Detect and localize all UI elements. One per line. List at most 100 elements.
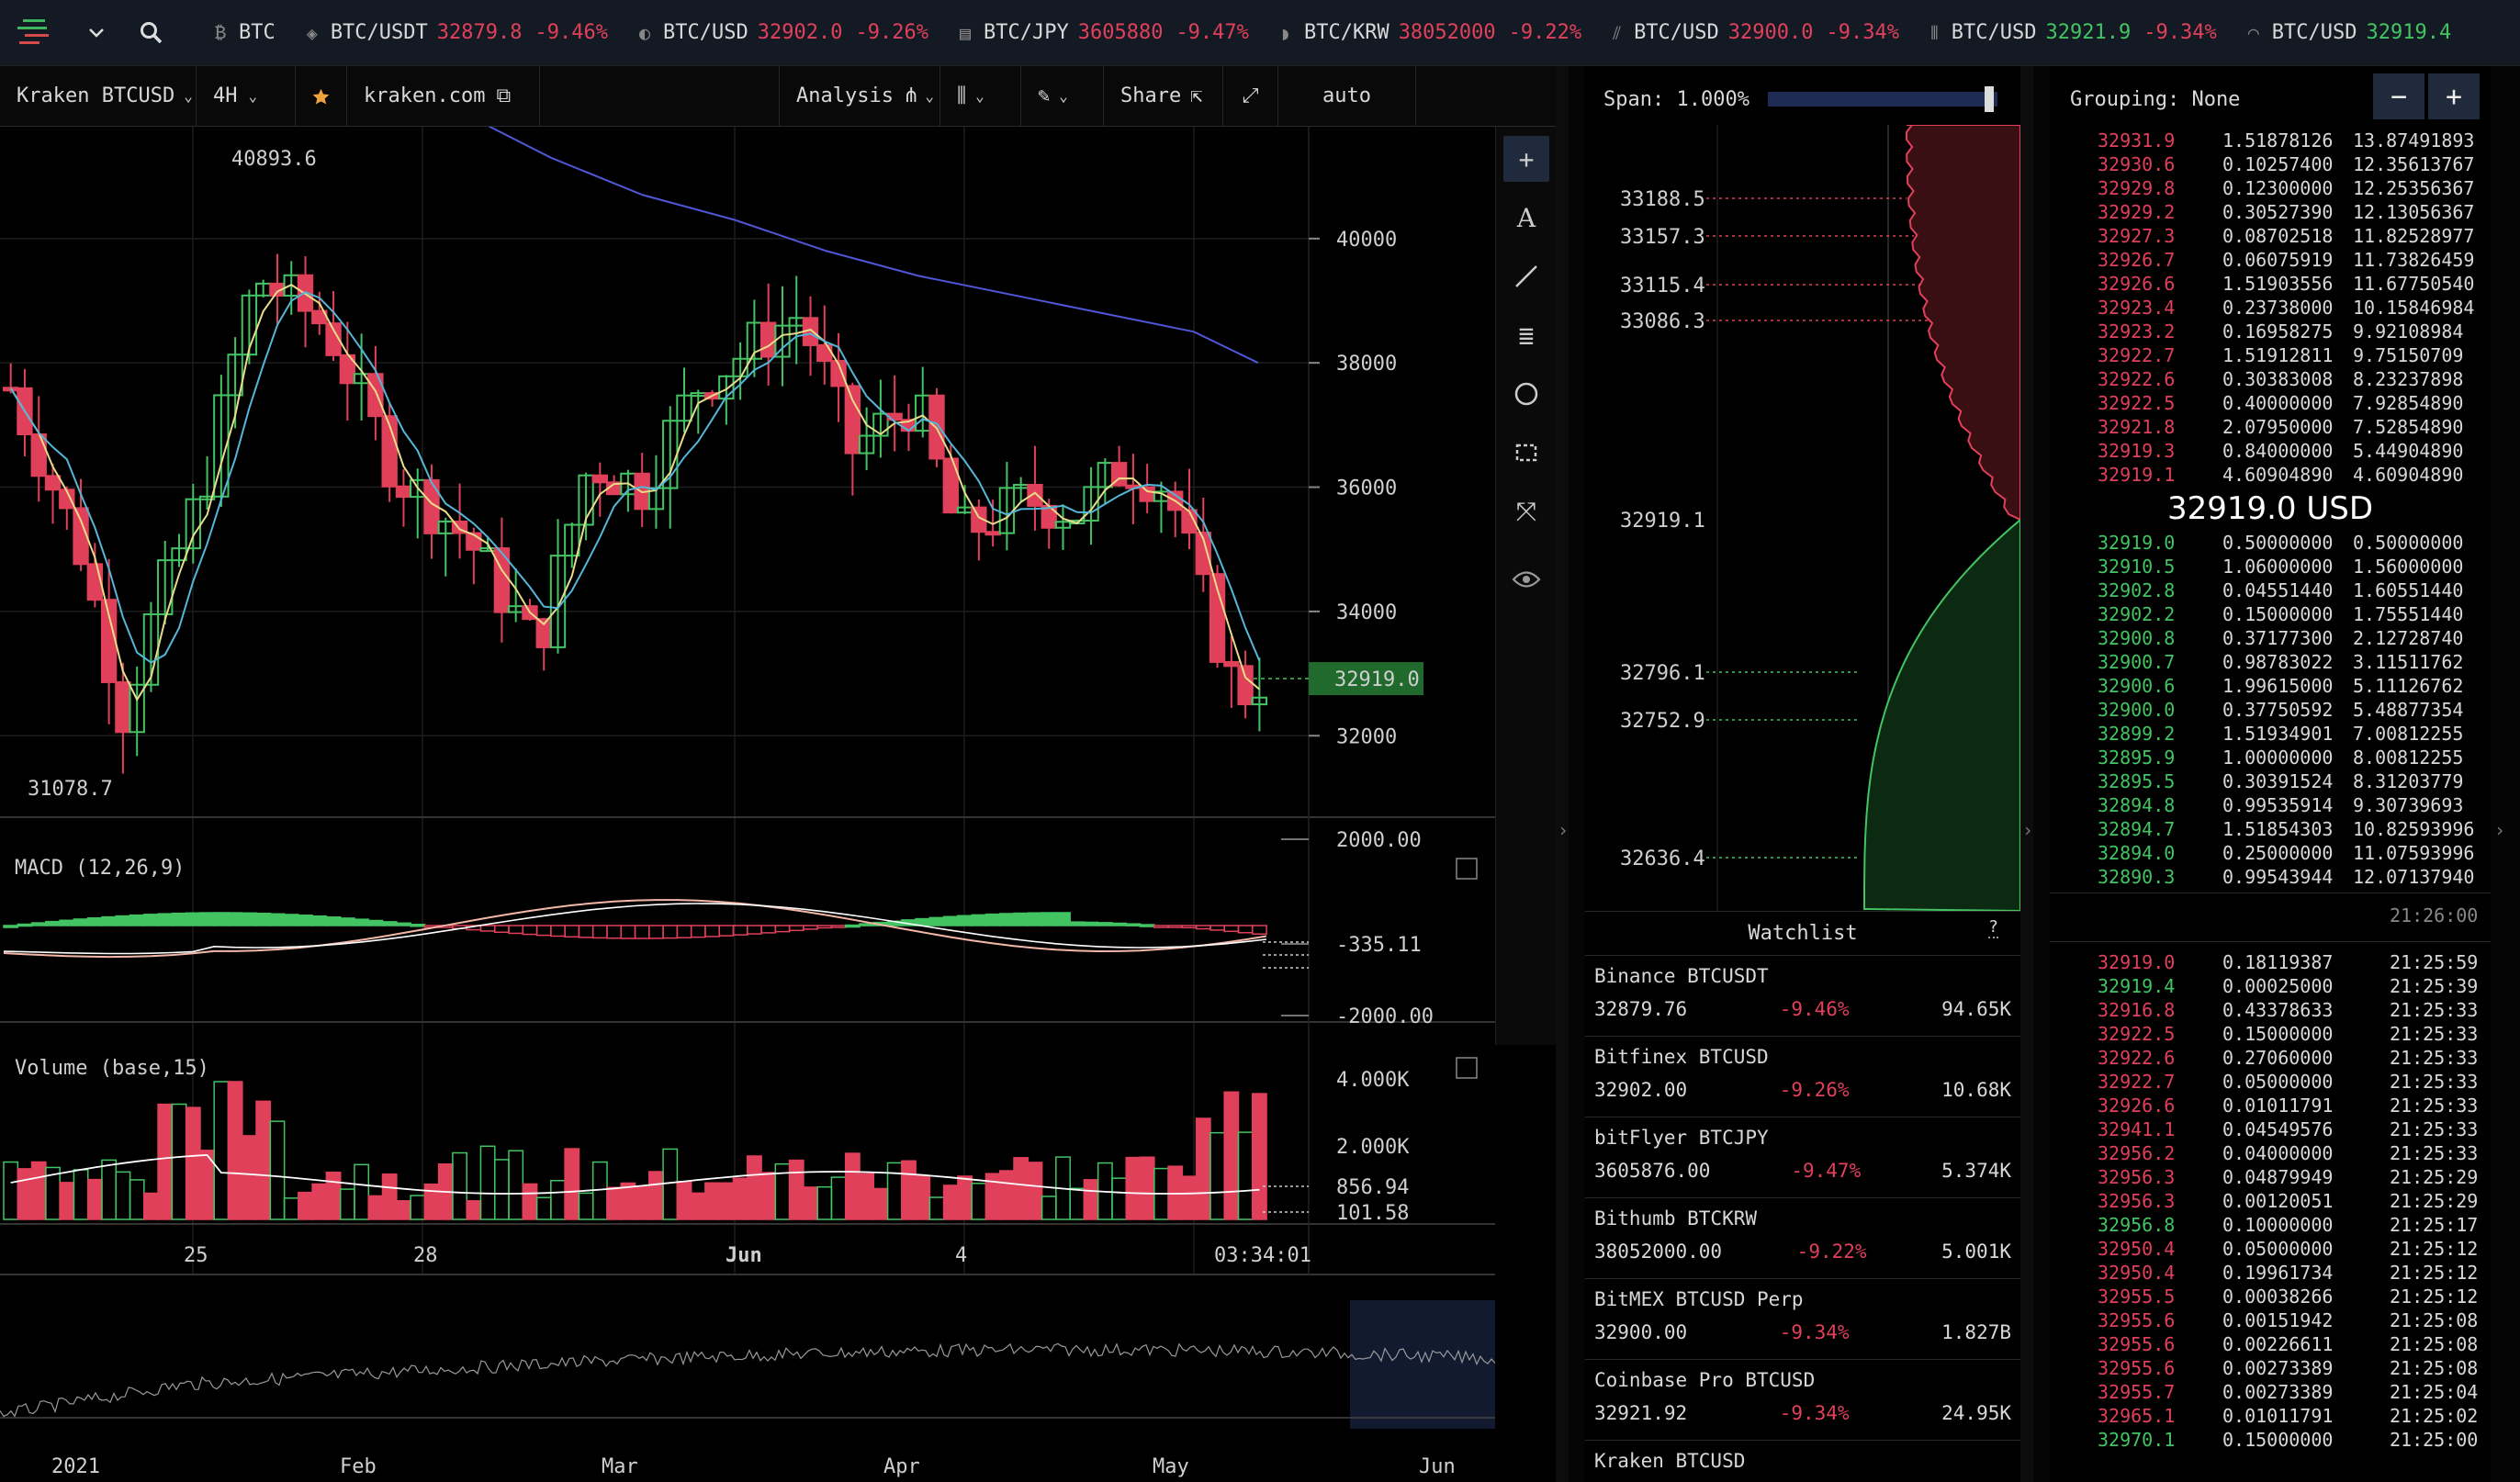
ask-row[interactable]: 32922.6 0.30383008 8.23237898: [2050, 367, 2491, 391]
bid-row[interactable]: 32902.2 0.15000000 1.75551440: [2050, 602, 2491, 626]
ask-row[interactable]: 32921.8 2.07950000 7.52854890: [2050, 415, 2491, 439]
visibility-eye-icon[interactable]: [1503, 556, 1549, 602]
chevron-right-icon[interactable]: ›: [1558, 819, 1569, 841]
crosshair-tool-icon[interactable]: +: [1503, 136, 1549, 182]
macd-bar: [1069, 921, 1086, 926]
ticker-item[interactable]: ⫽ BTC/USD 32900.0 -9.34%: [1613, 21, 1899, 45]
panel-splitter[interactable]: ›: [2491, 66, 2520, 1482]
ask-row[interactable]: 32922.7 1.51912811 9.75150709: [2050, 343, 2491, 367]
text-tool-icon[interactable]: A: [1516, 202, 1536, 233]
watchlist-item[interactable]: Bithumb BTCKRW 38052000.00 -9.22% 5.001K: [1585, 1198, 2020, 1279]
bid-row[interactable]: 32894.8 0.99535914 9.30739693: [2050, 793, 2491, 817]
bid-row[interactable]: 32900.0 0.37750592 5.48877354: [2050, 698, 2491, 722]
group-decrease-button[interactable]: −: [2373, 73, 2424, 119]
chevron-right-icon[interactable]: ›: [2022, 819, 2034, 841]
analysis-menu[interactable]: Analysis ⋔ ⌄: [779, 65, 940, 127]
ask-row[interactable]: 32923.4 0.23738000 10.15846984: [2050, 296, 2491, 320]
ask-row[interactable]: 32926.7 0.06075919 11.73826459: [2050, 248, 2491, 272]
candle-body: [227, 354, 243, 397]
watchlist-values: 32900.00 -9.34% 1.827B: [1594, 1321, 2011, 1343]
ask-row[interactable]: 32927.3 0.08702518 11.82528977: [2050, 224, 2491, 248]
chevron-down-icon[interactable]: [73, 28, 119, 39]
panel-splitter[interactable]: ›: [1556, 66, 1569, 1482]
measure-tool-icon[interactable]: ⤧: [1515, 496, 1537, 526]
span-slider-handle[interactable]: [1984, 86, 1994, 112]
ask-row[interactable]: 32923.2 0.16958275 9.92108984: [2050, 320, 2491, 343]
watchlist-item[interactable]: bitFlyer BTCJPY 3605876.00 -9.47% 5.374K: [1585, 1117, 2020, 1198]
bid-row[interactable]: 32902.8 0.04551440 1.60551440: [2050, 578, 2491, 602]
bid-row[interactable]: 32900.8 0.37177300 2.12728740: [2050, 626, 2491, 650]
bid-row[interactable]: 32894.0 0.25000000 11.07593996: [2050, 841, 2491, 865]
group-increase-button[interactable]: +: [2428, 73, 2480, 119]
chart-area[interactable]: 40000 38000 36000 34000 32000 32919.0 40893.6 3…: [0, 127, 1495, 1482]
panel-splitter[interactable]: ›: [2020, 66, 2033, 1482]
ticker-item[interactable]: ◠ BTC/USD 32919.4: [2248, 21, 2451, 45]
bid-row[interactable]: 32895.9 1.00000000 8.00812255: [2050, 746, 2491, 769]
ticker-item[interactable]: ◐ BTC/USD 32902.0 -9.26%: [639, 21, 928, 45]
ticker-item[interactable]: ₿ BTC: [215, 21, 276, 45]
navigator-label: Jun: [1419, 1455, 1456, 1478]
fullscreen-icon[interactable]: ⤢: [1223, 65, 1278, 127]
total-cell: 2.12728740: [2353, 627, 2464, 649]
ask-row[interactable]: 32929.2 0.30527390 12.13056367: [2050, 200, 2491, 224]
volume-bar: [1125, 1156, 1142, 1220]
watchlist-item[interactable]: BitMEX BTCUSD Perp 32900.00 -9.34% 1.827B: [1585, 1279, 2020, 1360]
volume-bar: [298, 1191, 313, 1220]
ticker-item[interactable]: ⦀ BTC/USD 32921.9 -9.34%: [1930, 21, 2217, 45]
macd-bar: [325, 916, 342, 926]
market-selector[interactable]: Kraken BTCUSD ⌄: [0, 65, 197, 127]
favorite-star-icon[interactable]: [296, 65, 347, 127]
draw-menu[interactable]: ✎ ⌄: [1021, 65, 1104, 127]
ticker-item[interactable]: ◗ BTC/KRW 38052000 -9.22%: [1280, 21, 1581, 45]
bid-row[interactable]: 32890.3 0.99543944 12.07137940: [2050, 865, 2491, 889]
watchlist-item[interactable]: Kraken BTCUSD: [1585, 1441, 2020, 1482]
ask-row[interactable]: 32919.3 0.84000000 5.44904890: [2050, 439, 2491, 463]
ticker-price: 3605880: [1077, 21, 1164, 44]
total-cell: 8.31203779: [2353, 770, 2464, 792]
time-axis[interactable]: 25 28 Jun 4 03:34:01: [184, 1244, 1311, 1267]
watchlist-item[interactable]: Coinbase Pro BTCUSD 32921.92 -9.34% 24.95K: [1585, 1360, 2020, 1441]
help-icon[interactable]: ?: [1988, 917, 1998, 938]
ask-row[interactable]: 32931.9 1.51878126 13.87491893: [2050, 129, 2491, 152]
chart-type-menu[interactable]: ⫼ ⌄: [940, 65, 1021, 127]
exchange-link[interactable]: kraken.com ⧉: [347, 65, 540, 127]
bid-row[interactable]: 32895.5 0.30391524 8.31203779: [2050, 769, 2491, 793]
interval-selector[interactable]: 4H ⌄: [197, 65, 296, 127]
chevron-down-icon: ⌄: [184, 87, 193, 105]
ask-row[interactable]: 32926.6 1.51903556 11.67750540: [2050, 272, 2491, 296]
menu-logo-icon[interactable]: [0, 0, 73, 65]
rectangle-tool-icon[interactable]: [1503, 430, 1549, 476]
size-cell: 0.04551440: [2222, 579, 2334, 601]
ask-row[interactable]: 32922.5 0.40000000 7.92854890: [2050, 391, 2491, 415]
volume-bar: [30, 1161, 47, 1220]
watchlist-item[interactable]: Binance BTCUSDT 32879.76 -9.46% 94.65K: [1585, 956, 2020, 1037]
macd-bar: [1195, 925, 1211, 930]
scale-mode-button[interactable]: auto: [1278, 65, 1416, 127]
candle-body: [578, 474, 594, 526]
bid-row[interactable]: 32900.6 1.99615000 5.11126762: [2050, 674, 2491, 698]
depth-chart[interactable]: 33188.5 33157.3 33115.4 33086.3 32919.1 32796…: [1585, 125, 2020, 911]
ask-row[interactable]: 32929.8 0.12300000 12.25356367: [2050, 176, 2491, 200]
watchlist-item[interactable]: Bitfinex BTCUSD 32902.00 -9.26% 10.68K: [1585, 1037, 2020, 1117]
bid-row[interactable]: 32919.0 0.50000000 0.50000000: [2050, 531, 2491, 555]
ticker-item[interactable]: ◈ BTC/USDT 32879.8 -9.46%: [307, 21, 608, 45]
bid-row[interactable]: 32894.7 1.51854303 10.82593996: [2050, 817, 2491, 841]
volume-bar: [17, 1168, 33, 1220]
search-icon[interactable]: [119, 21, 184, 45]
bid-row[interactable]: 32899.2 1.51934901 7.00812255: [2050, 722, 2491, 746]
navigator-panel[interactable]: 2021 Feb Mar Apr May Jun: [0, 1300, 1495, 1478]
price-axis[interactable]: 40000 38000 36000 34000 32000 32919.0 40893.6 3…: [28, 148, 1423, 801]
circle-tool-icon[interactable]: [1503, 371, 1549, 417]
line-tool-icon[interactable]: [1503, 253, 1549, 299]
bid-row[interactable]: 32900.7 0.98783022 3.11511762: [2050, 650, 2491, 674]
share-button[interactable]: Share ⇱: [1104, 65, 1223, 127]
macd-bar: [255, 912, 272, 926]
total-cell: 7.92854890: [2353, 392, 2464, 414]
ticker-item[interactable]: ▤ BTC/JPY 3605880 -9.47%: [960, 21, 1249, 45]
span-slider[interactable]: [1767, 86, 1997, 112]
ask-row[interactable]: 32919.1 4.60904890 4.60904890: [2050, 463, 2491, 487]
chevron-right-icon[interactable]: ›: [2494, 819, 2506, 841]
ask-row[interactable]: 32930.6 0.10257400 12.35613767: [2050, 152, 2491, 176]
fib-tool-icon[interactable]: ≣: [1518, 320, 1535, 351]
bid-row[interactable]: 32910.5 1.06000000 1.56000000: [2050, 555, 2491, 578]
